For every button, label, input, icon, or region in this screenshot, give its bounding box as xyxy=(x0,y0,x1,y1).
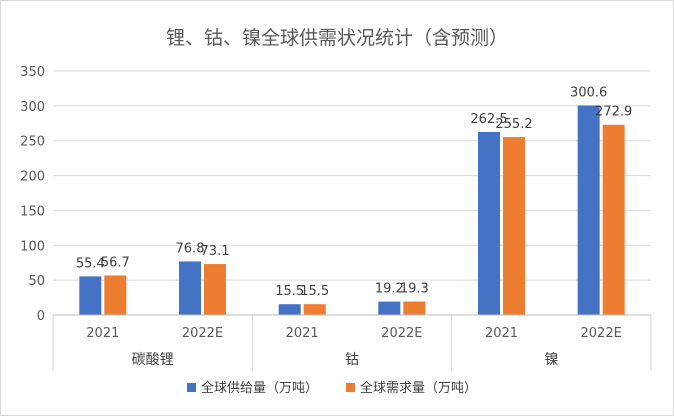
bar xyxy=(278,304,301,315)
y-tick-label: 150 xyxy=(20,204,45,219)
y-axis: 0 50 100 150 200 250 300 350 xyxy=(20,65,45,324)
y-tick-label: 200 xyxy=(20,170,45,185)
bar xyxy=(179,261,201,315)
legend: 全球供给量（万吨） 全球需求量（万吨） xyxy=(187,380,477,396)
data-label: 19.2 xyxy=(375,282,404,297)
bar xyxy=(204,264,226,315)
data-label: 76.8 xyxy=(176,241,205,256)
data-label: 15.5 xyxy=(275,284,304,299)
x-tick-label: 2022E xyxy=(381,326,422,341)
data-label: 15.5 xyxy=(300,284,329,299)
data-label: 19.3 xyxy=(400,282,429,297)
legend-label: 全球供给量（万吨） xyxy=(201,380,318,396)
x-tick-label: 2021 xyxy=(86,326,119,341)
bar xyxy=(478,132,500,315)
data-label: 272.9 xyxy=(595,105,632,120)
x-tick-label: 2022E xyxy=(581,326,622,341)
x-group-label: 镍 xyxy=(544,352,558,368)
y-tick-label: 0 xyxy=(37,309,45,324)
legend-swatch xyxy=(346,383,355,392)
legend-swatch xyxy=(187,383,196,392)
y-tick-label: 350 xyxy=(20,65,45,80)
bar xyxy=(378,301,401,315)
chart-title: 锂、钴、镍全球供需状况统计（含预测） xyxy=(166,27,508,49)
value-labels: 55.456.7 76.873.1 15.515.5 19.219.3 262.5255… xyxy=(76,85,632,299)
x-group-label: 碳酸锂 xyxy=(132,352,174,368)
x-axis: 2021 2022E 2021 2022E 2021 2022E 碳酸锂 钴 镍 xyxy=(52,314,652,371)
y-tick-label: 50 xyxy=(28,274,45,289)
x-group-label: 钴 xyxy=(345,352,359,368)
bar xyxy=(503,137,525,315)
data-label: 55.4 xyxy=(76,256,105,271)
legend-label: 全球需求量（万吨） xyxy=(360,380,477,396)
data-label: 262.5 xyxy=(470,112,507,127)
x-tick-label: 2022E xyxy=(182,326,223,341)
x-tick-label: 2021 xyxy=(485,326,518,341)
data-label: 56.7 xyxy=(101,255,130,270)
bar xyxy=(104,275,127,315)
bar xyxy=(403,301,426,315)
x-tick-label: 2021 xyxy=(286,326,319,341)
data-label: 300.6 xyxy=(570,85,607,100)
y-tick-label: 100 xyxy=(20,239,45,254)
bar xyxy=(602,124,625,315)
data-label: 73.1 xyxy=(201,244,230,259)
bar xyxy=(303,304,326,315)
gridlines xyxy=(53,70,651,316)
bar xyxy=(79,276,102,315)
data-label: 255.2 xyxy=(495,117,532,132)
bar xyxy=(577,105,600,315)
bars xyxy=(79,105,625,315)
y-tick-label: 250 xyxy=(20,135,45,150)
y-tick-label: 300 xyxy=(20,100,45,115)
